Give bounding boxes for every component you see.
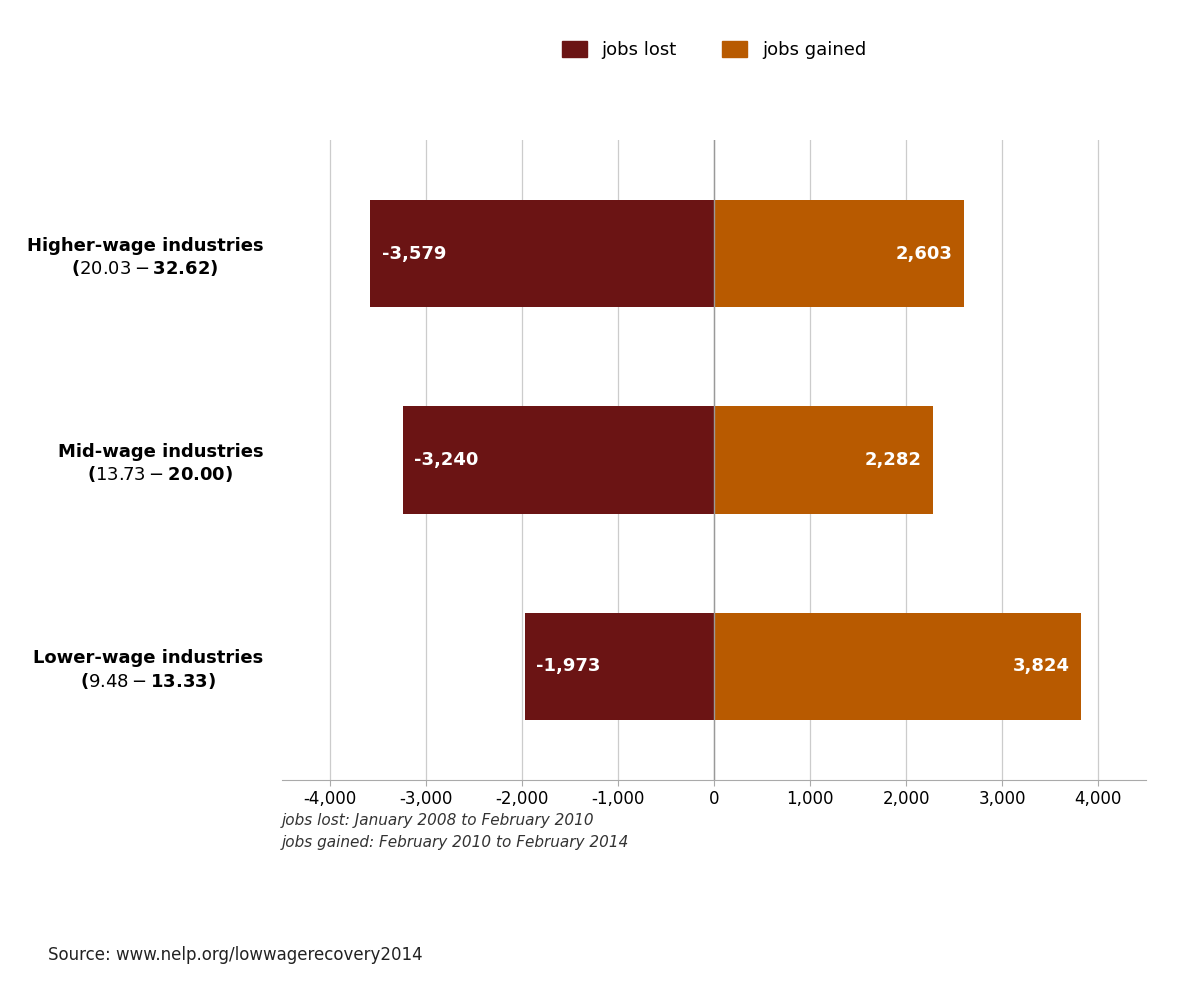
Bar	[524, 613, 714, 720]
Text: -3,240: -3,240	[414, 451, 479, 469]
Bar	[371, 200, 714, 307]
Bar	[714, 613, 1081, 720]
Bar	[714, 406, 934, 514]
Text: 2,603: 2,603	[895, 245, 953, 263]
Bar	[714, 200, 964, 307]
Legend: jobs lost, jobs gained: jobs lost, jobs gained	[554, 34, 874, 67]
Text: 2,282: 2,282	[864, 451, 922, 469]
Text: -3,579: -3,579	[382, 245, 446, 263]
Text: jobs gained: February 2010 to February 2014: jobs gained: February 2010 to February 2…	[282, 835, 629, 850]
Text: 3,824: 3,824	[1013, 657, 1069, 675]
Text: jobs lost: January 2008 to February 2010: jobs lost: January 2008 to February 2010	[282, 813, 595, 828]
Text: Source: www.nelp.org/lowwagerecovery2014: Source: www.nelp.org/lowwagerecovery2014	[48, 946, 422, 964]
Text: -1,973: -1,973	[536, 657, 600, 675]
Text: Net Change in Private Sector Employment (in thousands): Net Change in Private Sector Employment …	[222, 24, 978, 50]
Bar	[403, 406, 714, 514]
